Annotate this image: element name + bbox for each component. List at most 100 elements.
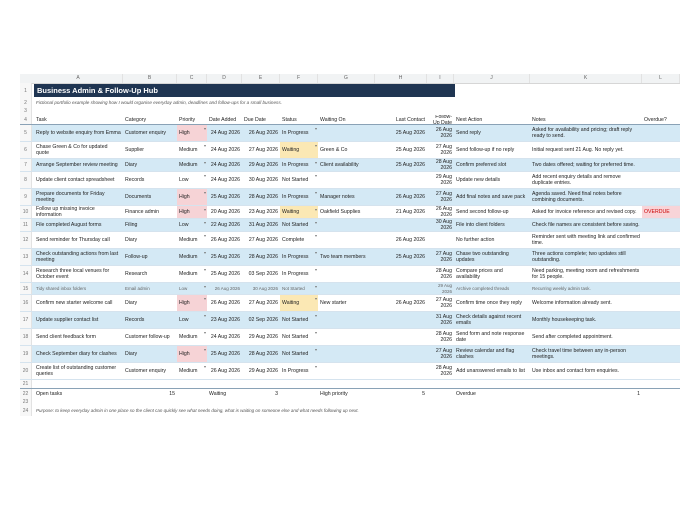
priority-cell[interactable]: Medium ▾ <box>179 267 206 277</box>
row-number[interactable]: 18 <box>20 329 32 345</box>
dropdown-arrow-icon[interactable]: ▾ <box>314 173 317 178</box>
overdue-cell[interactable] <box>642 329 680 345</box>
next-action-cell[interactable]: Send reply <box>456 130 481 136</box>
category-cell[interactable]: Customer enquiry <box>125 130 166 136</box>
due-date-cell[interactable]: 28 Aug 2026 <box>248 351 278 357</box>
priority-cell[interactable]: Medium ▾ <box>179 160 206 168</box>
follow-up-date-cell[interactable]: 29 Aug 2026 <box>435 174 452 186</box>
row-number[interactable]: 5 <box>20 125 32 141</box>
last-contact-cell[interactable]: 21 Aug 2026 <box>395 209 425 215</box>
waiting-on-cell[interactable]: Oakfield Supplies <box>320 209 361 215</box>
dropdown-arrow-icon[interactable]: ▾ <box>203 250 206 255</box>
row-number[interactable]: 21 <box>20 380 32 388</box>
column-header-b[interactable]: B <box>123 74 177 83</box>
header-status[interactable]: Status <box>282 116 297 123</box>
overdue-cell[interactable] <box>642 312 680 328</box>
task-cell[interactable]: Check September diary for clashes <box>36 351 117 357</box>
date-added-cell[interactable]: 26 Aug 2026 <box>210 237 240 243</box>
dropdown-arrow-icon[interactable]: ▾ <box>203 160 206 165</box>
waiting-on-cell[interactable]: Two team members <box>320 254 366 260</box>
task-cell[interactable]: Update supplier contact list <box>36 317 99 323</box>
overdue-cell[interactable] <box>642 266 680 282</box>
task-cell[interactable]: Chase Green & Co for updated quote <box>36 144 108 156</box>
priority-cell[interactable]: High ▾ <box>177 295 207 311</box>
row-number[interactable]: 7 <box>20 159 32 171</box>
row-number[interactable]: 9 <box>20 189 32 205</box>
due-date-cell[interactable]: 23 Aug 2026 <box>248 209 278 215</box>
overdue-cell[interactable] <box>642 219 680 231</box>
overdue-cell[interactable] <box>642 295 680 311</box>
next-action-cell[interactable]: Check details against recent emails <box>456 314 522 326</box>
date-added-cell[interactable]: 25 Aug 2026 <box>210 194 240 200</box>
row-number[interactable]: 16 <box>20 295 32 311</box>
waiting-on-cell[interactable] <box>318 312 375 328</box>
dropdown-arrow-icon[interactable]: ▾ <box>203 296 206 301</box>
date-added-cell[interactable]: 24 Aug 2026 <box>210 147 240 153</box>
waiting-on-cell[interactable] <box>318 266 375 282</box>
date-added-cell[interactable]: 25 Aug 2026 <box>210 271 240 277</box>
date-added-cell[interactable]: 24 Aug 2026 <box>210 177 240 183</box>
due-date-cell[interactable]: 02 Sep 2026 <box>248 317 278 323</box>
high-priority-label[interactable]: High priority <box>320 390 348 397</box>
due-date-cell[interactable]: 29 Aug 2026 <box>248 334 278 340</box>
due-date-cell[interactable]: 03 Sep 2026 <box>248 271 278 277</box>
header-priority[interactable]: Priority <box>179 116 196 123</box>
follow-up-date-cell[interactable]: 27 Aug 2026 <box>435 348 452 360</box>
task-cell[interactable]: Send reminder for Thursday call <box>36 237 110 243</box>
row-number[interactable]: 1 <box>20 83 32 98</box>
row-number[interactable]: 6 <box>20 142 32 158</box>
notes-cell[interactable]: Use inbox and contact form enquiries. <box>532 368 620 374</box>
priority-cell[interactable]: Medium ▾ <box>179 143 206 153</box>
dropdown-arrow-icon[interactable]: ▾ <box>203 267 206 272</box>
notes-cell[interactable]: Check file names are consistent before s… <box>532 222 640 228</box>
priority-cell[interactable]: High ▾ <box>177 206 207 218</box>
dropdown-arrow-icon[interactable]: ▾ <box>314 220 317 225</box>
task-cell[interactable]: Send client feedback form <box>36 334 96 340</box>
follow-up-date-cell[interactable]: 26 Aug 2026 <box>435 206 452 218</box>
notes-cell[interactable]: Send after completed appointment. <box>532 334 613 340</box>
dropdown-arrow-icon[interactable]: ▾ <box>314 126 317 131</box>
category-cell[interactable]: Finance admin <box>125 209 160 215</box>
next-action-cell[interactable]: Send second follow-up <box>456 209 509 215</box>
overdue-value[interactable]: 1 <box>637 390 640 397</box>
notes-cell[interactable]: Monthly housekeeping task. <box>532 317 597 323</box>
column-header-j[interactable]: J <box>454 74 530 83</box>
due-date-cell[interactable]: 30 Aug 2026 <box>252 285 278 291</box>
row-number[interactable]: 14 <box>20 266 32 282</box>
status-cell[interactable]: In Progress ▾ <box>282 364 317 374</box>
footer-note[interactable]: Purpose: to keep everyday admin in one p… <box>36 408 359 413</box>
status-cell[interactable]: Waiting ▾ <box>280 206 318 218</box>
overdue-cell[interactable] <box>642 125 680 141</box>
row-number[interactable]: 13 <box>20 249 32 265</box>
row-number[interactable]: 23 <box>20 398 32 406</box>
waiting-on-cell[interactable]: Client availability <box>320 162 359 168</box>
overdue-cell[interactable] <box>642 283 680 294</box>
status-cell[interactable]: Not Started ▾ <box>282 347 317 357</box>
date-added-cell[interactable]: 24 Aug 2026 <box>210 334 240 340</box>
dropdown-arrow-icon[interactable]: ▾ <box>314 207 317 212</box>
follow-up-date-cell[interactable]: 27 Aug 2026 <box>435 144 452 156</box>
column-header-f[interactable]: F <box>280 74 318 83</box>
sheet-subtitle[interactable]: Fictional portfolio example showing how … <box>36 99 282 105</box>
follow-up-date-cell[interactable]: 26 Aug 2026 <box>435 127 452 139</box>
follow-up-date-cell[interactable]: 30 Aug 2026 <box>435 219 452 231</box>
notes-cell[interactable]: Initial request sent 21 Aug. No reply ye… <box>532 147 624 153</box>
overdue-label[interactable]: Overdue <box>456 390 476 397</box>
priority-cell[interactable]: Medium ▾ <box>179 233 206 243</box>
dropdown-arrow-icon[interactable]: ▾ <box>203 190 206 195</box>
task-cell[interactable]: Update client contact spreadsheet <box>36 177 115 183</box>
row-number[interactable]: 11 <box>20 219 32 231</box>
row-number[interactable]: 10 <box>20 206 32 218</box>
last-contact-cell[interactable] <box>375 283 427 294</box>
follow-up-date-cell[interactable] <box>427 232 454 248</box>
overdue-cell[interactable] <box>642 172 680 188</box>
notes-cell[interactable]: Reminder sent with meeting link and conf… <box>532 234 640 246</box>
dropdown-arrow-icon[interactable]: ▾ <box>314 160 317 165</box>
date-added-cell[interactable]: 26 Aug 2026 <box>210 300 240 306</box>
overdue-cell[interactable] <box>642 346 680 362</box>
dropdown-arrow-icon[interactable]: ▾ <box>314 313 317 318</box>
priority-cell[interactable]: Low ▾ <box>179 220 206 228</box>
date-added-cell[interactable]: 25 Aug 2026 <box>210 351 240 357</box>
task-cell[interactable]: Research three local venues for October … <box>36 268 110 280</box>
overdue-cell[interactable] <box>642 363 680 379</box>
